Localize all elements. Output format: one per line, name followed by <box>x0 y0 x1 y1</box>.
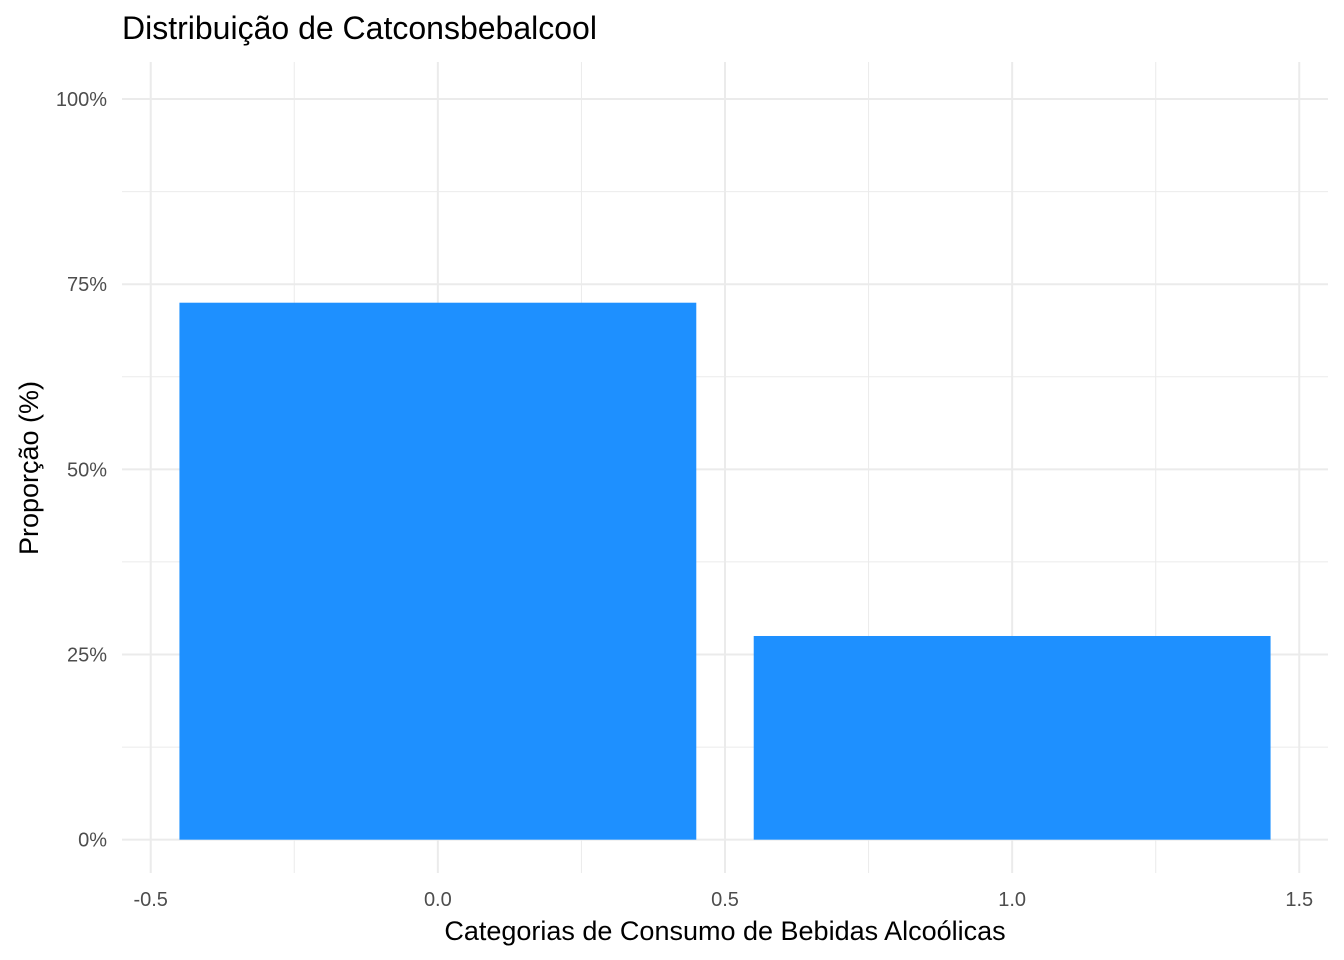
x-tick-label: 1.0 <box>998 889 1026 911</box>
x-axis-title: Categorias de Consumo de Bebidas Alcoóli… <box>444 916 1005 946</box>
x-tick-label: 0.0 <box>424 889 452 911</box>
y-tick-label: 75% <box>67 274 107 296</box>
bars <box>179 302 1271 840</box>
y-tick-label: 100% <box>56 89 107 111</box>
y-axis-ticks: 0% 25% 50% 75% 100% <box>56 89 107 852</box>
y-tick-label: 50% <box>67 459 107 481</box>
bar <box>753 635 1271 840</box>
y-tick-label: 0% <box>78 830 107 852</box>
bar <box>179 302 697 840</box>
x-tick-label: -0.5 <box>133 889 167 911</box>
y-tick-label: 25% <box>67 645 107 667</box>
x-axis-ticks: -0.5 0.0 0.5 1.0 1.5 <box>133 889 1313 911</box>
x-tick-label: 0.5 <box>711 889 739 911</box>
chart-title: Distribuição de Catconsbebalcool <box>122 10 597 46</box>
y-axis-title: Proporção (%) <box>14 381 44 555</box>
x-tick-label: 1.5 <box>1285 889 1313 911</box>
